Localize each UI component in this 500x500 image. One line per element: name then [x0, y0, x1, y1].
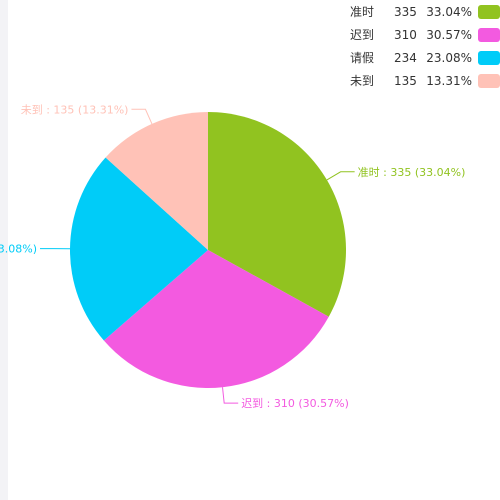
legend-value-3: 234 — [394, 51, 417, 65]
callout-line-4 — [131, 108, 153, 125]
pie-slice-2[interactable] — [103, 250, 329, 389]
legend-name-3: 请假 — [350, 51, 374, 65]
pie-slice-1[interactable] — [208, 112, 346, 317]
legend-percent-3: 23.08% — [426, 51, 472, 65]
pie-slice-3[interactable] — [69, 157, 208, 341]
callout-line-2 — [222, 387, 239, 404]
legend-value-2: 310 — [394, 28, 417, 42]
callout-line-1 — [326, 171, 355, 181]
legend-percent-4: 13.31% — [426, 74, 472, 88]
callout-label-2: 迟到 : 310 (30.57%) — [241, 397, 349, 410]
pie-callouts: 准时 : 335 (33.04%) 迟到 : 310 (30.57%) 请假 : 2… — [0, 103, 465, 410]
legend-swatch-2[interactable] — [478, 28, 500, 42]
callout-label-4: 未到 : 135 (13.31%) — [21, 103, 129, 116]
callout-label-3: 请假 : 234 (23.08%) — [0, 242, 37, 256]
pie-slices — [69, 112, 346, 389]
legend-percent-1: 33.04% — [426, 5, 472, 19]
pie-slice-4[interactable] — [105, 112, 208, 250]
legend-name-4: 未到 — [350, 74, 374, 88]
left-strip — [0, 0, 8, 500]
legend[interactable]: 准时 335 33.04% 迟到 310 30.57% 请假 234 23.08% 未到 135 13… — [350, 5, 500, 88]
legend-percent-2: 30.57% — [426, 28, 472, 42]
legend-value-4: 135 — [394, 74, 417, 88]
legend-name-2: 迟到 — [350, 28, 374, 42]
legend-swatch-4[interactable] — [478, 74, 500, 88]
legend-value-1: 335 — [394, 5, 417, 19]
legend-swatch-3[interactable] — [478, 51, 500, 65]
callout-label-1: 准时 : 335 (33.04%) — [358, 166, 466, 179]
legend-swatch-1[interactable] — [478, 5, 500, 19]
legend-name-1: 准时 — [350, 5, 374, 19]
